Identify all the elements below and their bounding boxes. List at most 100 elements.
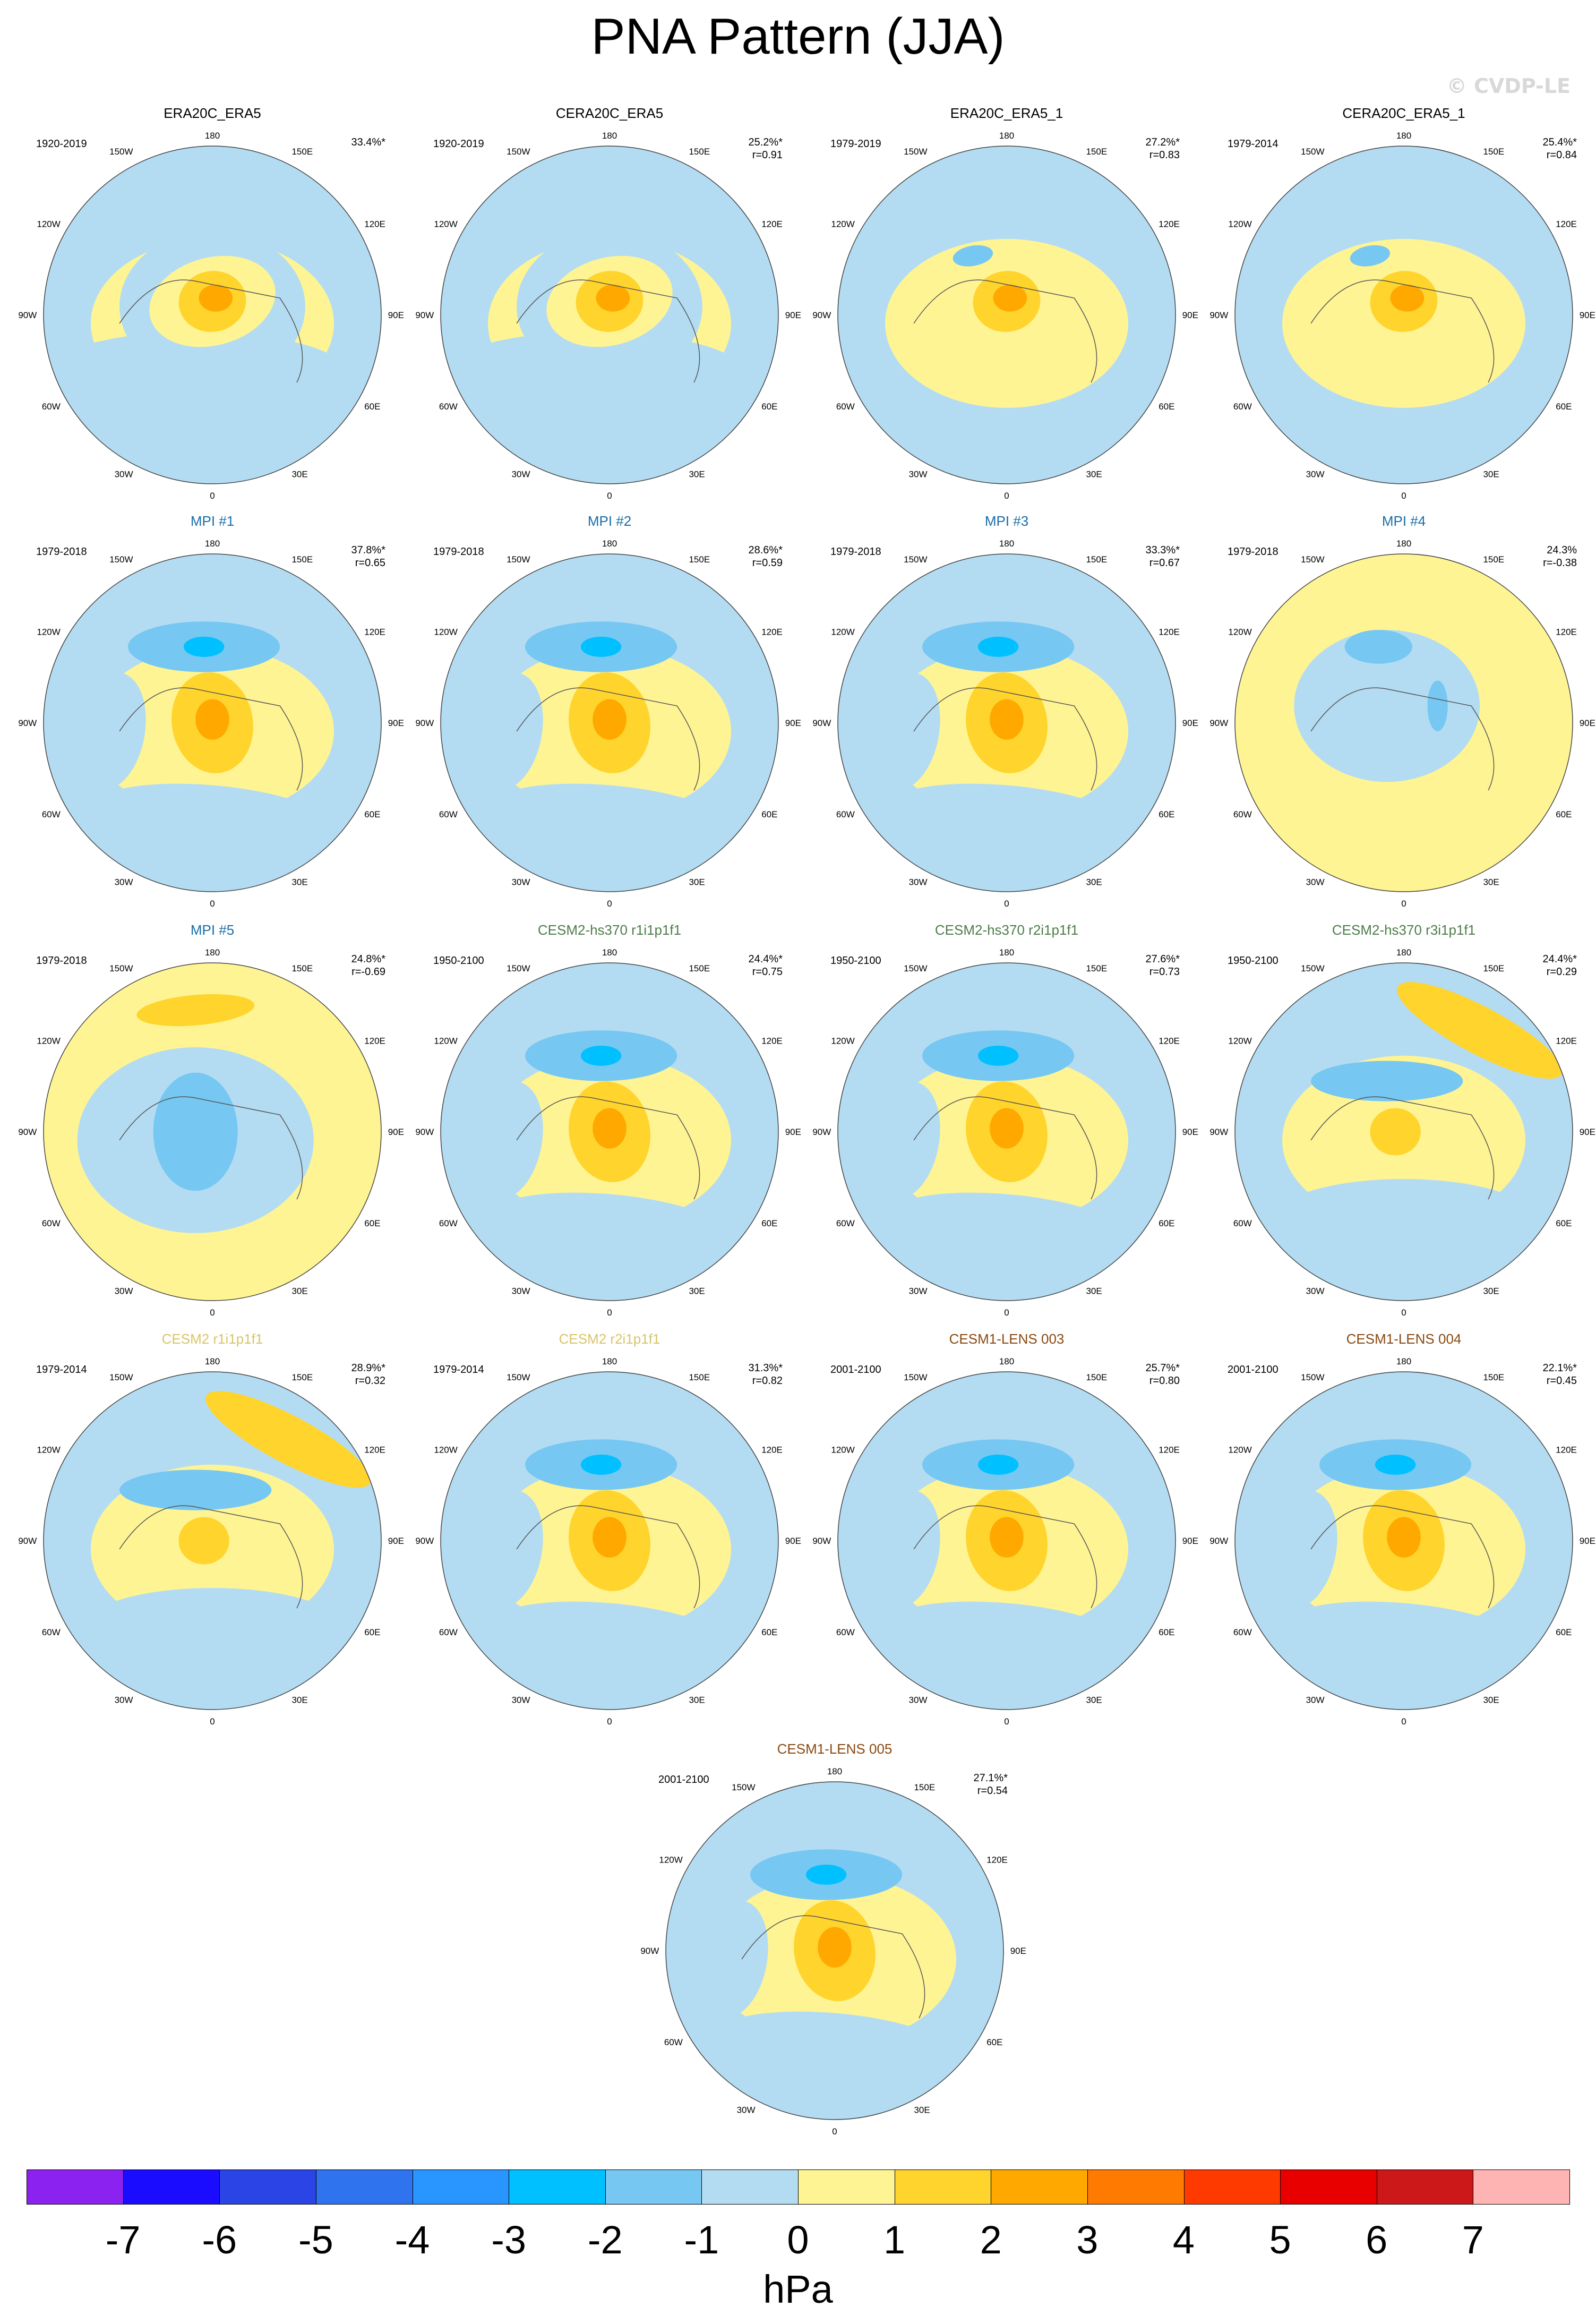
longitude-label: 150E [1483, 147, 1504, 157]
negative-anomaly-area [473, 1081, 543, 1199]
longitude-label: 30W [1306, 469, 1325, 479]
longitude-label: 0 [607, 1308, 612, 1318]
polar-map: 180 0 150W 150E 120W 120E 90W 90E 60W 60E 30W 30E [415, 539, 801, 909]
longitude-label: 0 [1004, 1308, 1009, 1318]
longitude-label: 90W [812, 1127, 831, 1137]
map-panel: CESM1-LENS 004 2001-2100 22.1%* r=0.45 180 0 1… [1209, 1331, 1595, 1727]
colorbar-tick-label: 3 [1076, 2218, 1099, 2262]
coastline [913, 687, 1097, 791]
polar-map: 180 0 150W 150E 120W 120E 90W 90E 60W 60E 30W 30E [18, 947, 404, 1318]
longitude-label: 0 [607, 1716, 612, 1727]
positive-anomaly-peak [990, 699, 1024, 740]
colorbar-tick-label: -7 [105, 2218, 141, 2262]
longitude-label: 60E [1159, 402, 1174, 412]
longitude-label: 60E [1556, 402, 1572, 412]
longitude-label: 90E [785, 1127, 801, 1137]
map-panel: MPI #4 1979-2018 24.3% r=-0.38 180 0 150W 150E 1… [1209, 513, 1595, 909]
pattern-correlation: r=-0.69 [351, 966, 385, 978]
negative-anomaly-area [492, 1192, 727, 1257]
longitude-label: 90E [785, 718, 801, 728]
anomaly-field [1294, 630, 1495, 791]
coastline [913, 1096, 1097, 1200]
longitude-label: 90W [640, 1946, 659, 1956]
longitude-label: 90E [388, 310, 404, 320]
panel-stats: 31.3%* r=0.82 [749, 1362, 783, 1387]
coastline [119, 1096, 303, 1200]
panel-years: 2001-2100 [1228, 1364, 1278, 1376]
positive-anomaly-peak [1390, 284, 1425, 312]
negative-anomaly-area [441, 331, 745, 416]
colorbar-swatch [1183, 2169, 1281, 2205]
longitude-label: 90E [1580, 310, 1595, 320]
map-border [837, 1371, 1176, 1710]
explained-variance: 24.4%* [1542, 953, 1577, 965]
longitude-label: 30W [1306, 1286, 1325, 1296]
polar-map: 180 0 150W 150E 120W 120E 90W 90E 60W 60E 30W 30E [812, 1356, 1198, 1727]
longitude-label: 60E [761, 809, 777, 819]
panel-stats: 37.8%* r=0.65 [351, 544, 386, 569]
longitude-label: 60W [439, 1627, 458, 1637]
longitude-label: 0 [607, 491, 612, 501]
longitude-label: 120E [1159, 1036, 1180, 1046]
colorbar-tick-label: 2 [980, 2218, 1002, 2262]
longitude-label: 120W [1228, 219, 1251, 229]
panel-years: 1979-2018 [36, 955, 87, 967]
colorbar-tick-label: -6 [202, 2218, 237, 2262]
map-border [837, 146, 1176, 484]
panel-stats: 25.7%* r=0.80 [1146, 1362, 1180, 1387]
longitude-label: 90E [1580, 718, 1595, 728]
panel-years: 1979-2014 [433, 1364, 484, 1376]
longitude-label: 60W [42, 1627, 61, 1637]
longitude-label: 180 [602, 539, 617, 549]
panel-years: 1950-2100 [433, 955, 484, 967]
longitude-label: 120E [1556, 219, 1577, 229]
longitude-label: 150E [689, 147, 710, 157]
longitude-label: 30E [291, 1695, 307, 1705]
panel-stats: 33.4%* [351, 136, 386, 149]
colorbar-swatch [123, 2169, 220, 2205]
longitude-label: 90W [415, 310, 434, 320]
longitude-label: 60E [761, 402, 777, 412]
longitude-label: 120E [1556, 1036, 1577, 1046]
longitude-label: 150W [507, 1372, 530, 1382]
panel-title: ERA20C_ERA5 [164, 105, 261, 121]
longitude-label: 150E [1483, 963, 1504, 973]
map-panel: CERA20C_ERA5 1920-2019 25.2%* r=0.91 180 0 150… [415, 105, 801, 501]
longitude-label: 60E [1556, 1218, 1572, 1228]
map-border [1234, 962, 1573, 1301]
longitude-label: 60W [1233, 809, 1252, 819]
panel-stats: 27.2%* r=0.83 [1146, 136, 1180, 161]
negative-anomaly-area [85, 1588, 339, 1662]
longitude-label: 90E [1182, 718, 1198, 728]
panel-stats: 25.2%* r=0.91 [749, 136, 783, 161]
longitude-label: 60W [1233, 1627, 1252, 1637]
longitude-label: 60W [439, 402, 458, 412]
negative-anomaly-core [153, 1072, 238, 1191]
map-border [1234, 1371, 1573, 1710]
negative-anomaly-area [889, 1601, 1125, 1666]
colorbar-tick-label: 1 [883, 2218, 906, 2262]
negative-anomaly-peak [805, 1864, 847, 1885]
longitude-label: 0 [210, 491, 214, 501]
anomaly-field [698, 1849, 956, 2076]
longitude-label: 120W [434, 219, 457, 229]
longitude-label: 90E [1182, 1536, 1198, 1546]
longitude-label: 150E [689, 1372, 710, 1382]
negative-anomaly-core [1311, 1061, 1463, 1101]
colorbar-swatch [991, 2169, 1088, 2205]
longitude-label: 180 [1396, 1356, 1411, 1366]
longitude-label: 90W [415, 1127, 434, 1137]
longitude-label: 150W [904, 1372, 927, 1382]
longitude-label: 60W [42, 809, 61, 819]
negative-anomaly-peak [977, 1454, 1019, 1475]
panel-years: 1979-2019 [830, 138, 881, 150]
longitude-label: 120W [37, 1445, 60, 1455]
longitude-label: 60E [761, 1627, 777, 1637]
map-border [440, 1371, 779, 1710]
negative-anomaly-peak [977, 1045, 1019, 1066]
coastline [913, 279, 1097, 383]
explained-variance: 27.6%* [1145, 953, 1180, 965]
negative-anomaly-area [870, 672, 940, 790]
longitude-label: 150W [1301, 554, 1324, 565]
polar-map: 180 0 150W 150E 120W 120E 90W 90E 60W 60E 30W 30E [1209, 947, 1595, 1318]
